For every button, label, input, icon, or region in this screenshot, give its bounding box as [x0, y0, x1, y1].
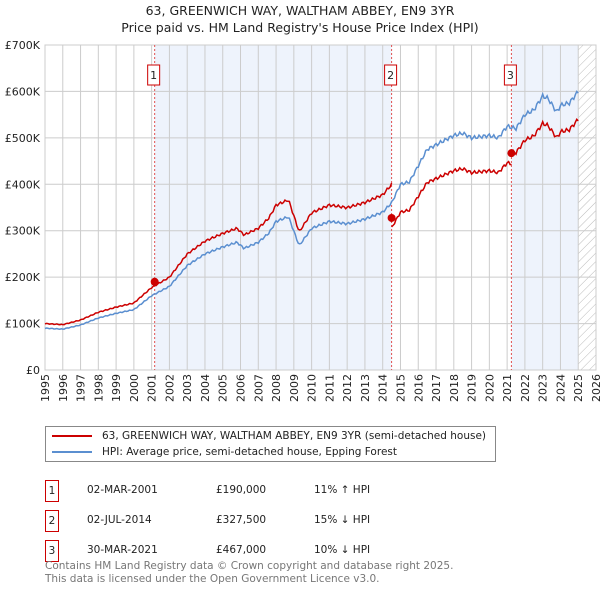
plot-border: [44, 44, 597, 371]
y-tick-label: £200K: [5, 271, 41, 284]
price-chart: 1995 1996 1997 1998 1999 2000 2001 2002 2003 2004…: [5, 39, 600, 402]
x-tick-label: 2022: [519, 374, 532, 402]
x-tick-label: 2010: [306, 374, 319, 402]
legend-item-hpi: HPI: Average price, semi-detached house,…: [52, 444, 397, 460]
sale-badge: 1: [45, 480, 59, 502]
y-tick-label: £600K: [5, 85, 41, 98]
x-tick-label: 1995: [39, 374, 52, 402]
shaded-period-1: [154, 45, 392, 370]
sale-date: 02-MAR-2001: [87, 484, 158, 496]
sale-label-box: [384, 64, 398, 86]
x-tick-label: 2005: [217, 374, 230, 402]
sale-badge: 3: [45, 540, 59, 562]
x-tick-label: 2006: [235, 374, 248, 402]
sale-date: 02-JUL-2014: [87, 514, 152, 526]
legend-item-property: 63, GREENWICH WAY, WALTHAM ABBEY, EN9 3Y…: [52, 428, 486, 444]
sale-price: £327,500: [216, 514, 267, 526]
legend-swatch-blue: [52, 451, 92, 453]
sale-point: [150, 277, 159, 286]
y-tick-label: £0: [26, 364, 40, 377]
x-tick-label: 1996: [57, 374, 70, 402]
y-tick-label: £400K: [5, 178, 41, 191]
x-tick-label: 2000: [128, 374, 141, 402]
x-tick-label: 2015: [394, 374, 407, 402]
sale-price: £467,000: [216, 544, 267, 556]
x-tick-label: 2018: [448, 374, 461, 402]
sale-hpi-diff: 10% ↓ HPI: [314, 544, 371, 556]
property-price-line: [391, 160, 512, 228]
footer-line-1: Contains HM Land Registry data © Crown c…: [45, 560, 454, 572]
footer-line-2: This data is licensed under the Open Gov…: [45, 573, 380, 585]
x-tick-label: 2017: [430, 374, 443, 402]
y-tick-label: £500K: [5, 132, 41, 145]
x-tick-label: 2016: [412, 374, 425, 402]
x-tick-label: 1997: [75, 374, 88, 402]
sale-point: [387, 213, 396, 222]
x-tick-label: 2013: [359, 374, 372, 402]
x-tick-label: 2009: [288, 374, 301, 402]
x-tick-label: 1998: [92, 374, 105, 402]
x-tick-label: 1999: [110, 374, 123, 402]
x-tick-label: 2021: [501, 374, 514, 402]
y-tick-label: £100K: [5, 318, 41, 331]
sale-date: 30-MAR-2021: [87, 544, 158, 556]
legend: 63, GREENWICH WAY, WALTHAM ABBEY, EN9 3Y…: [45, 426, 496, 462]
x-tick-label: 2023: [537, 374, 550, 402]
x-tick-label: 2001: [146, 374, 159, 402]
sale-badge: 2: [45, 510, 59, 532]
x-tick-label: 2003: [181, 374, 194, 402]
x-tick-label: 2014: [377, 374, 390, 402]
hpi-line: [44, 90, 579, 330]
property-price-line: [44, 182, 393, 326]
x-tick-label: 2012: [341, 374, 354, 402]
x-tick-label: 2002: [163, 374, 176, 402]
x-tick-label: 2019: [466, 374, 479, 402]
sale-point: [507, 149, 516, 158]
property-price-line: [510, 118, 579, 156]
chart-subtitle: Price paid vs. HM Land Registry's House …: [121, 20, 479, 35]
x-tick-label: 2004: [199, 374, 212, 402]
legend-swatch-red: [52, 435, 92, 437]
footer: Contains HM Land Registry data © Crown c…: [45, 560, 453, 586]
x-tick-label: 2024: [554, 374, 567, 402]
legend-label-property: 63, GREENWICH WAY, WALTHAM ABBEY, EN9 3Y…: [102, 430, 487, 442]
sale-label: 2: [387, 69, 394, 82]
x-tick-label: 2011: [323, 374, 336, 402]
sale-label-box: [503, 64, 517, 86]
forecast-hatch: [578, 45, 596, 370]
sale-label: 3: [507, 69, 514, 82]
x-tick-label: 2025: [572, 374, 585, 402]
sale-hpi-diff: 15% ↓ HPI: [314, 514, 371, 526]
sale-label-box: [147, 64, 161, 86]
sale-price: £190,000: [216, 484, 267, 496]
sale-label: 1: [150, 69, 157, 82]
shaded-period-3: [511, 45, 579, 370]
x-tick-label: 2020: [483, 374, 496, 402]
x-tick-label: 2026: [590, 374, 600, 402]
y-tick-label: £700K: [5, 39, 41, 52]
chart-title: 63, GREENWICH WAY, WALTHAM ABBEY, EN9 3Y…: [145, 3, 455, 18]
x-tick-label: 2007: [252, 374, 265, 402]
y-tick-label: £300K: [5, 225, 41, 238]
sale-hpi-diff: 11% ↑ HPI: [314, 484, 371, 496]
legend-label-hpi: HPI: Average price, semi-detached house,…: [102, 446, 397, 458]
x-tick-label: 2008: [270, 374, 283, 402]
